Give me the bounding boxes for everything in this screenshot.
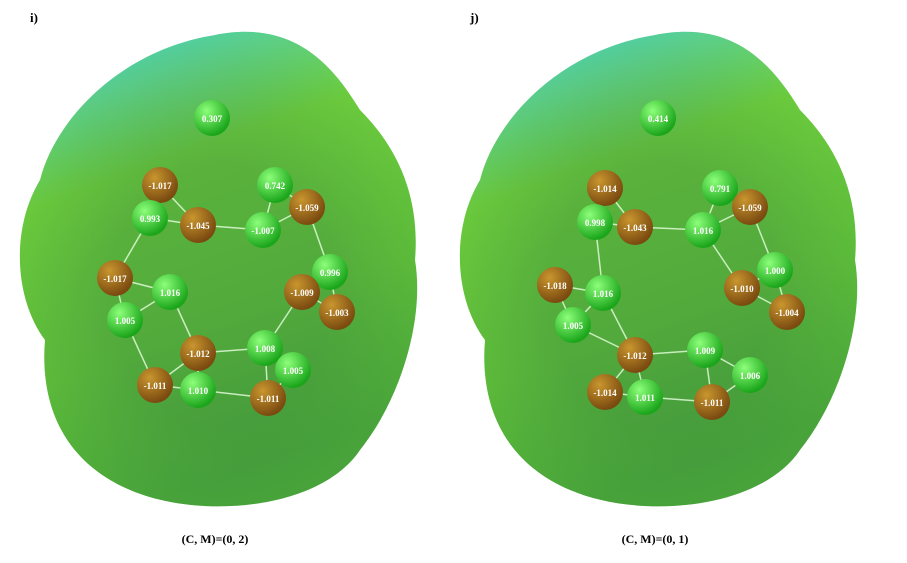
atom-charge: -1.010: [730, 284, 754, 294]
atom-charge: -1.007: [251, 226, 275, 236]
atom-charge: 1.010: [188, 386, 209, 396]
caption: (C, M)=(0, 1): [622, 532, 689, 546]
atom-charge: 0.996: [320, 268, 341, 278]
panel: 0.414 -1.014 0.791 -1.059 0.998 -1.043 1.016 -1…: [460, 10, 857, 546]
caption: (C, M)=(0, 2): [182, 532, 249, 546]
atom-charge: -1.059: [738, 203, 762, 213]
atom-charge: -1.011: [144, 381, 167, 391]
atom-charge: -1.059: [295, 203, 319, 213]
atom-charge: 1.008: [255, 344, 276, 354]
atom-charge: -1.017: [148, 181, 172, 191]
atom-charge: -1.017: [103, 274, 127, 284]
atom-charge: -1.014: [593, 184, 617, 194]
atom-charge: -1.012: [186, 349, 210, 359]
atom-charge: 1.000: [765, 266, 786, 276]
atom-charge: 0.998: [585, 218, 606, 228]
atom-charge: 1.005: [283, 366, 304, 376]
atom-charge: -1.018: [543, 281, 567, 291]
atom-charge: 1.009: [695, 346, 716, 356]
atom-charge: -1.043: [623, 223, 647, 233]
atom-charge: -1.009: [290, 288, 314, 298]
atom-charge: -1.045: [186, 221, 210, 231]
atom-charge: 0.414: [648, 114, 669, 124]
atom-charge: 1.011: [635, 393, 655, 403]
atom-charge: 1.006: [740, 371, 761, 381]
figure: 0.307 -1.017 0.742 -1.059 0.993 -1.045 -1.007 -…: [0, 0, 907, 563]
atom-charge: -1.014: [593, 388, 617, 398]
atom-charge: 0.307: [202, 114, 223, 124]
atom-charge: 0.993: [140, 214, 161, 224]
panel-label: j): [469, 10, 479, 25]
atom-charge: 1.016: [693, 226, 714, 236]
atom-charge: 1.016: [160, 288, 181, 298]
atom-charge: 1.016: [593, 289, 614, 299]
atom-charge: -1.011: [257, 394, 280, 404]
atom-charge: 0.742: [265, 181, 286, 191]
atom-charge: -1.003: [325, 308, 349, 318]
atom-charge: -1.004: [775, 308, 799, 318]
atom-charge: -1.011: [701, 398, 724, 408]
panel-label: i): [30, 10, 38, 25]
atom-charge: 1.005: [115, 316, 136, 326]
atom-charge: 1.005: [563, 321, 584, 331]
atom-charge: -1.012: [623, 351, 647, 361]
panel: 0.307 -1.017 0.742 -1.059 0.993 -1.045 -1.007 -…: [20, 10, 417, 546]
atom-charge: 0.791: [710, 184, 731, 194]
